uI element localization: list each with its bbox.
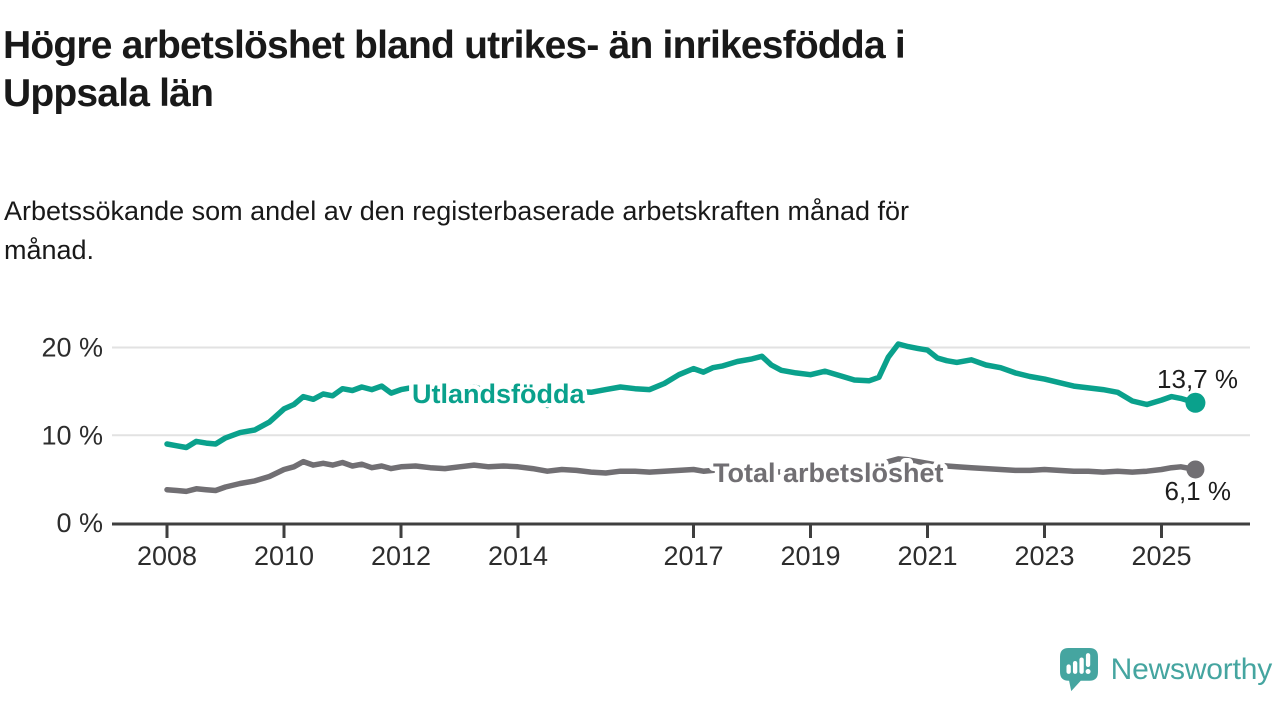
x-tick-label-2019: 2019 bbox=[780, 541, 840, 571]
series-line-utlandsfodda bbox=[164, 341, 1199, 451]
newsworthy-logo: Newsworthy bbox=[1059, 648, 1273, 692]
series-endpoint-dot-total bbox=[1186, 460, 1205, 479]
series-lines bbox=[164, 341, 1206, 495]
series-line-total bbox=[164, 456, 1199, 495]
end-value-label-utlandsfodda: 13,7 % bbox=[1157, 364, 1238, 394]
series-label-total-arbetsloshet: Total arbetslöshet bbox=[713, 458, 944, 488]
y-tick-label-0: 0 % bbox=[56, 508, 103, 538]
y-tick-label-20: 20 % bbox=[41, 333, 103, 363]
newsworthy-bubble-chart-icon bbox=[1059, 648, 1098, 692]
chart-subtitle: Arbetssökande som andel av den registerb… bbox=[4, 196, 910, 266]
newsworthy-wordmark: Newsworthy bbox=[1110, 653, 1273, 686]
series-label-utlandsfodda: Utlandsfödda bbox=[412, 379, 585, 409]
x-tick-label-2017: 2017 bbox=[663, 541, 723, 571]
x-tick-label-2010: 2010 bbox=[254, 541, 314, 571]
x-tick-label-2008: 2008 bbox=[137, 541, 197, 571]
x-tick-label-2012: 2012 bbox=[371, 541, 431, 571]
x-tick-label-2021: 2021 bbox=[897, 541, 957, 571]
y-tick-label-10: 10 % bbox=[41, 420, 103, 450]
chart-labels: Utlandsfödda Total arbetslöshet 13,7 % 6… bbox=[408, 364, 1239, 506]
x-tick-label-2014: 2014 bbox=[488, 541, 548, 571]
gridlines: 0 % 10 % 20 % bbox=[41, 333, 1250, 538]
x-tick-label-2025: 2025 bbox=[1131, 541, 1191, 571]
page-title: Högre arbetslöshet bland utrikes- än inr… bbox=[3, 24, 906, 115]
end-value-label-total: 6,1 % bbox=[1165, 476, 1232, 506]
series-endpoint-dot-utlandsfodda bbox=[1185, 392, 1206, 413]
x-axis: 2008 2010 2012 2014 2017 2019 2021 2023 2025 bbox=[112, 522, 1250, 571]
x-tick-label-2023: 2023 bbox=[1014, 541, 1074, 571]
